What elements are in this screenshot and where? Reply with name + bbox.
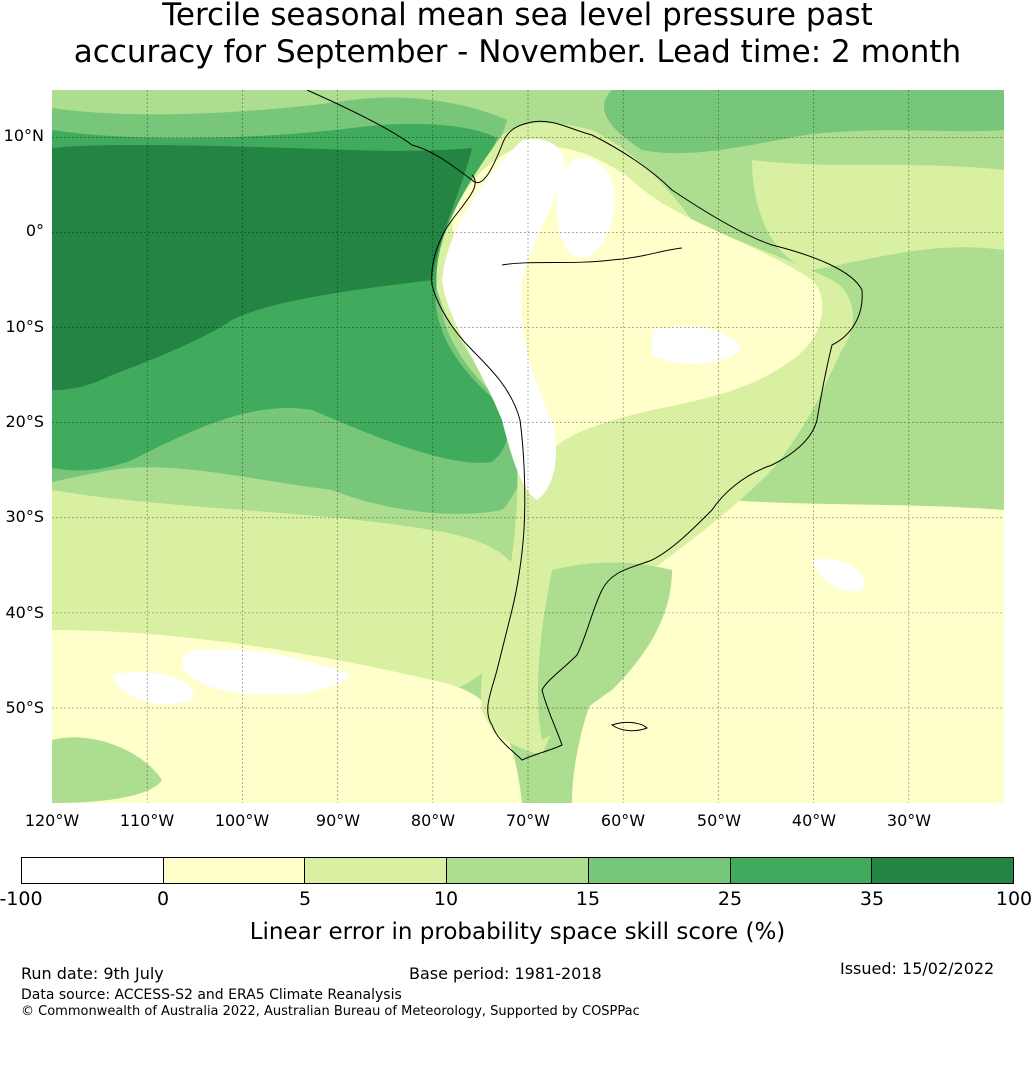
lon-label-120w: 120°W [24, 811, 80, 830]
map-canvas [52, 90, 1004, 803]
chart-title-line-2: accuracy for September - November. Lead … [73, 34, 962, 70]
lon-label-80w: 80°W [410, 811, 456, 830]
colorbar-tick-label: -100 [0, 888, 43, 910]
colorbar-segment-2 [163, 858, 306, 883]
lon-label-90w: 90°W [315, 811, 361, 830]
field-north-atl-mid [603, 90, 1004, 154]
colorbar-segment-7 [872, 858, 1014, 883]
colorbar-tick-label: 0 [156, 888, 170, 910]
lat-label-20s: 20°S [5, 412, 44, 431]
field-atlantic-north-pale [752, 160, 1004, 270]
colorbar-tick-label: 15 [575, 888, 601, 910]
lon-label-60w: 60°W [600, 811, 646, 830]
falkland-islands [610, 721, 648, 732]
colorbar-segment-5 [588, 858, 731, 883]
lon-label-50w: 50°W [696, 811, 742, 830]
colorbar-tick-label: 10 [433, 888, 459, 910]
colorbar-tick-label: 25 [717, 888, 743, 910]
colorbar-tick-label: 100 [995, 888, 1033, 910]
coastline [306, 90, 863, 761]
continent-andes-white [442, 139, 565, 500]
lon-label-30w: 30°W [886, 811, 932, 830]
continent-central-white [652, 326, 742, 365]
lon-label-110w: 110°W [119, 811, 175, 830]
chart-title-line-1: Tercile seasonal mean sea level pressure… [162, 0, 873, 33]
run-date: Run date: 9th July [21, 964, 164, 983]
copyright: © Commonwealth of Australia 2022, Austra… [21, 1004, 640, 1019]
lat-label-50s: 50°S [5, 698, 44, 717]
colorbar-segment-4 [447, 858, 589, 883]
field-south-mid [52, 737, 162, 803]
lat-label-30s: 30°S [5, 507, 44, 526]
lon-label-70w: 70°W [505, 811, 551, 830]
gridlines [52, 90, 1004, 803]
lat-label-10n: 10°N [3, 126, 44, 145]
lat-label-40s: 40°S [5, 603, 44, 622]
colorbar-tick-label: 35 [859, 888, 885, 910]
field-south-yellow [52, 630, 522, 803]
field-atlantic-white [812, 559, 864, 592]
lon-label-40w: 40°W [791, 811, 837, 830]
lat-label-10s: 10°S [5, 317, 44, 336]
field-atlantic-pale [572, 490, 1004, 803]
continent-south-mid [537, 562, 672, 740]
colorbar-segment-6 [730, 858, 873, 883]
continent-pale [452, 146, 823, 450]
skill-score-map [52, 90, 1004, 803]
river-amazon [501, 247, 683, 266]
lon-label-100w: 100°W [214, 811, 270, 830]
base-period: Base period: 1981-2018 [409, 964, 602, 983]
colorbar-segment-3 [305, 858, 448, 883]
data-source: Data source: ACCESS-S2 and ERA5 Climate … [21, 987, 402, 1003]
colorbar-label: Linear error in probability space skill … [249, 919, 786, 945]
colorbar-tick-label: 5 [298, 888, 312, 910]
field-pacific-max [52, 144, 472, 390]
lat-label-0: 0° [25, 221, 44, 240]
colorbar [21, 857, 1014, 884]
colorbar-segment-1 [22, 858, 164, 883]
field-south-white-2 [112, 671, 194, 705]
issued-date: Issued: 15/02/2022 [840, 959, 995, 978]
field-south-white-1 [182, 649, 352, 695]
